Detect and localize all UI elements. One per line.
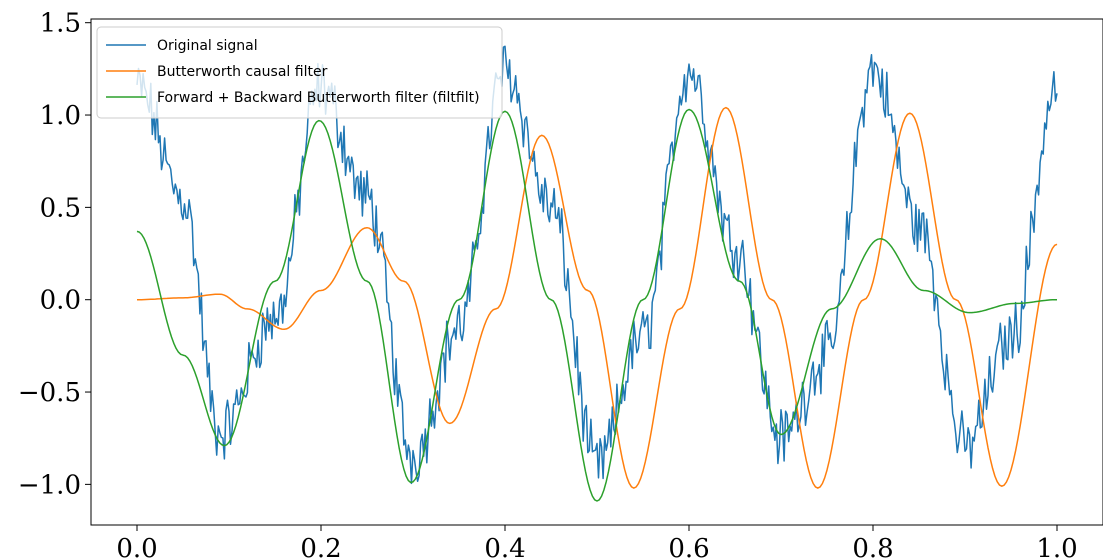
legend-box <box>96 26 503 119</box>
plot-frame <box>90 18 1103 526</box>
series-line-1 <box>137 106 1058 489</box>
y-tick-label: 0.0 <box>40 286 81 316</box>
series-line-0 <box>136 45 1058 485</box>
legend-label-1: Butterworth causal filter <box>157 64 328 80</box>
series-layer <box>136 45 1058 502</box>
y-tick-label: 1.5 <box>40 9 81 39</box>
x-tick-label: 0.8 <box>852 534 893 560</box>
legend-label-0: Original signal <box>157 38 258 54</box>
y-tick-label: −0.5 <box>18 378 81 408</box>
y-tick-label: 0.5 <box>40 193 81 223</box>
legend-label-2: Forward + Backward Butterworth filter (f… <box>157 90 480 106</box>
y-tick-label: −1.0 <box>18 470 81 500</box>
legend: Original signal Butterworth causal filter… <box>96 26 503 119</box>
series-line-2 <box>136 108 1057 502</box>
x-tick-label: 1.0 <box>1036 534 1077 560</box>
x-tick-label: 0.6 <box>668 534 709 560</box>
y-tick-label: 1.0 <box>40 101 81 131</box>
x-tick-label: 0.2 <box>300 534 341 560</box>
axes: 0.0 0.2 0.4 0.6 0.8 1.0 −1.0 −0.5 0.0 0.5 1.0 1.5 <box>18 9 1103 560</box>
x-tick-label: 0.4 <box>484 534 525 560</box>
x-tick-label: 0.0 <box>116 534 157 560</box>
